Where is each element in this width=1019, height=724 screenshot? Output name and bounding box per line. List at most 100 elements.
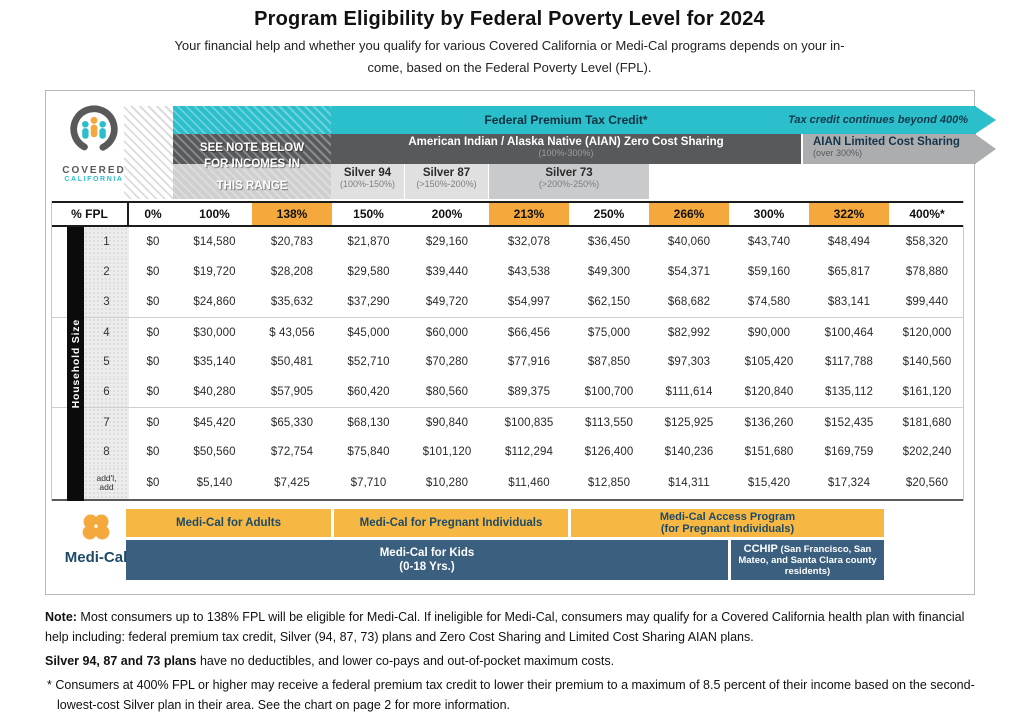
income-cell: $117,788 bbox=[825, 356, 873, 368]
federal-premium-tax-credit-label: Federal Premium Tax Credit* bbox=[484, 113, 648, 127]
household-size-value: 8 bbox=[84, 437, 129, 467]
income-cell: $89,375 bbox=[507, 386, 551, 398]
income-cell: $40,280 bbox=[193, 386, 236, 398]
income-cell: $68,130 bbox=[347, 416, 390, 429]
medical-kids-line1: Medi-Cal for Kids bbox=[379, 547, 475, 559]
column-header: 200% bbox=[405, 203, 489, 225]
income-cell: $100,700 bbox=[584, 386, 634, 398]
household-size-value: 4 bbox=[84, 318, 129, 347]
income-cell: $169,759 bbox=[824, 446, 874, 458]
federal-premium-tax-credit-band: Federal Premium Tax Credit* Tax credit c… bbox=[331, 106, 996, 134]
silver-87-box: Silver 87 (>150%-200%) bbox=[405, 164, 488, 199]
income-cell: $65,817 bbox=[827, 266, 871, 278]
income-cell: $37,290 bbox=[347, 296, 390, 308]
silver-note-lead: Silver 94, 87 and 73 plans bbox=[45, 654, 197, 668]
household-size-axis: Household Size bbox=[67, 227, 84, 501]
household-size-axis-label: Household Size bbox=[69, 319, 82, 409]
income-cell: $35,632 bbox=[270, 296, 314, 308]
cchip-bar: CCHIP (San Francisco, San Mateo, and San… bbox=[731, 540, 884, 580]
income-cell: $14,580 bbox=[193, 236, 236, 248]
income-cell: $60,420 bbox=[347, 386, 390, 398]
income-cell: $120,840 bbox=[744, 386, 794, 398]
income-cell: $101,120 bbox=[422, 446, 472, 458]
household-size-cell: 4 bbox=[52, 318, 129, 347]
column-header: 100% bbox=[177, 203, 252, 225]
note-body: Most consumers up to 138% FPL will be el… bbox=[45, 610, 965, 644]
silver-73-range: (>200%-250%) bbox=[538, 179, 600, 189]
household-size-cell: add'l, add bbox=[52, 467, 129, 499]
silver-73-label: Silver 73 bbox=[545, 167, 593, 179]
household-size-cell: 6 bbox=[52, 377, 129, 407]
income-cell: $140,560 bbox=[902, 356, 952, 368]
column-header: 213% bbox=[489, 203, 569, 225]
gray-right-arrow-icon bbox=[975, 134, 996, 164]
income-cell: $0 bbox=[146, 356, 160, 368]
income-cell: $12,850 bbox=[587, 477, 631, 489]
household-size-cell: 7 bbox=[52, 408, 129, 437]
income-cell: $7,425 bbox=[274, 477, 310, 489]
medical-logo: Medi-Cal bbox=[60, 511, 132, 566]
fpl-table-body: 1 $0 $14,580 $20,783 $21,870 $29,160 $32,078 $3… bbox=[52, 227, 963, 501]
income-cell: $68,682 bbox=[667, 296, 711, 308]
income-cell: $66,456 bbox=[507, 326, 551, 339]
income-cell: $5,140 bbox=[196, 477, 233, 489]
table-row: 2 $0 $19,720 $28,208 $29,580 $39,440 $43,538 $4… bbox=[52, 257, 963, 287]
income-cell: $113,550 bbox=[585, 416, 633, 429]
aian-zero-cost-sharing-band: American Indian / Alaska Native (AIAN) Z… bbox=[331, 134, 801, 164]
table-row: 3 $0 $24,860 $35,632 $37,290 $49,720 $54,997 $6… bbox=[52, 287, 963, 317]
fpl-income-table: % FPL 0% 100% 138% 150% 200% 213% 250% 266% 300% 3… bbox=[51, 201, 965, 501]
income-cell: $43,740 bbox=[747, 236, 791, 248]
income-cell: $50,560 bbox=[193, 446, 236, 458]
medical-pregnant-bar: Medi-Cal for Pregnant Individuals bbox=[334, 509, 568, 537]
table-row: add'l, add $0 $5,140 $7,425 $7,710 $10,280 $11… bbox=[52, 467, 963, 501]
household-size-value: 7 bbox=[84, 408, 129, 437]
column-header: 322% bbox=[809, 203, 889, 225]
note-lead: Note: bbox=[45, 610, 77, 624]
income-cell: $7,710 bbox=[350, 477, 387, 489]
silver-94-box: Silver 94 (100%-150%) bbox=[331, 164, 404, 199]
income-cell: $0 bbox=[146, 386, 160, 398]
income-cell: $39,440 bbox=[425, 266, 469, 278]
income-cell: $152,435 bbox=[824, 416, 874, 429]
income-cell: $83,141 bbox=[827, 296, 871, 308]
income-cell: $111,614 bbox=[665, 386, 713, 398]
income-cell: $52,710 bbox=[347, 356, 390, 368]
income-cell: $0 bbox=[146, 416, 160, 429]
income-cell: $0 bbox=[146, 236, 160, 248]
medical-adults-bar: Medi-Cal for Adults bbox=[126, 509, 331, 537]
income-cell: $75,000 bbox=[587, 326, 631, 339]
silver-87-label: Silver 87 bbox=[422, 167, 471, 179]
page-subtitle-line2: come, based on the Federal Poverty Level… bbox=[367, 60, 652, 75]
see-note-light-segment bbox=[173, 164, 331, 199]
income-cell: $30,000 bbox=[193, 326, 236, 339]
medical-kids-bar: Medi-Cal for Kids (0-18 Yrs.) bbox=[126, 540, 728, 580]
income-cell: $181,680 bbox=[902, 416, 952, 429]
income-cell: $50,481 bbox=[270, 356, 314, 368]
income-cell: $90,000 bbox=[747, 326, 791, 339]
covered-california-logo: COVERED CALIFORNIA bbox=[58, 103, 130, 183]
medical-adults-label: Medi-Cal for Adults bbox=[176, 517, 281, 529]
income-cell: $80,560 bbox=[425, 386, 469, 398]
income-cell: $58,320 bbox=[905, 236, 949, 248]
medical-wordmark: Medi-Cal bbox=[64, 549, 128, 566]
covered-california-wordmark-line2: CALIFORNIA bbox=[64, 176, 124, 183]
household-size-cell: 1 bbox=[52, 227, 129, 257]
see-note-label: SEE NOTE BELOW FOR INCOMES IN THIS RANGE bbox=[173, 140, 331, 194]
table-row: 7 $0 $45,420 $65,330 $68,130 $90,840 $100,835 $… bbox=[52, 407, 963, 437]
aian-limited-cost-sharing-band: AIAN Limited Cost Sharing (over 300%) bbox=[803, 134, 996, 164]
see-note-line3: THIS RANGE bbox=[216, 180, 288, 192]
income-cell: $19,720 bbox=[193, 266, 236, 278]
table-row: 8 $0 $50,560 $72,754 $75,840 $101,120 $112,294… bbox=[52, 437, 963, 467]
see-note-line1: SEE NOTE BELOW bbox=[199, 142, 305, 154]
income-cell: $140,236 bbox=[664, 446, 714, 458]
page-subtitle-line1: Your financial help and whether you qual… bbox=[174, 38, 845, 53]
silver-note-body: have no deductibles, and lower co-pays a… bbox=[196, 654, 615, 668]
income-cell: $62,150 bbox=[587, 296, 631, 308]
medical-access-line2: (for Pregnant Individuals) bbox=[660, 523, 795, 535]
aian-zero-cost-sharing-range: (100%-300%) bbox=[538, 148, 594, 158]
income-cell: $72,754 bbox=[270, 446, 314, 458]
income-cell: $28,208 bbox=[270, 266, 314, 278]
aian-limited-cost-sharing-range: (over 300%) bbox=[813, 148, 863, 158]
aian-zero-cost-sharing-label: American Indian / Alaska Native (AIAN) Z… bbox=[408, 136, 724, 148]
medical-kids-line2: (0-18 Yrs.) bbox=[399, 561, 455, 573]
